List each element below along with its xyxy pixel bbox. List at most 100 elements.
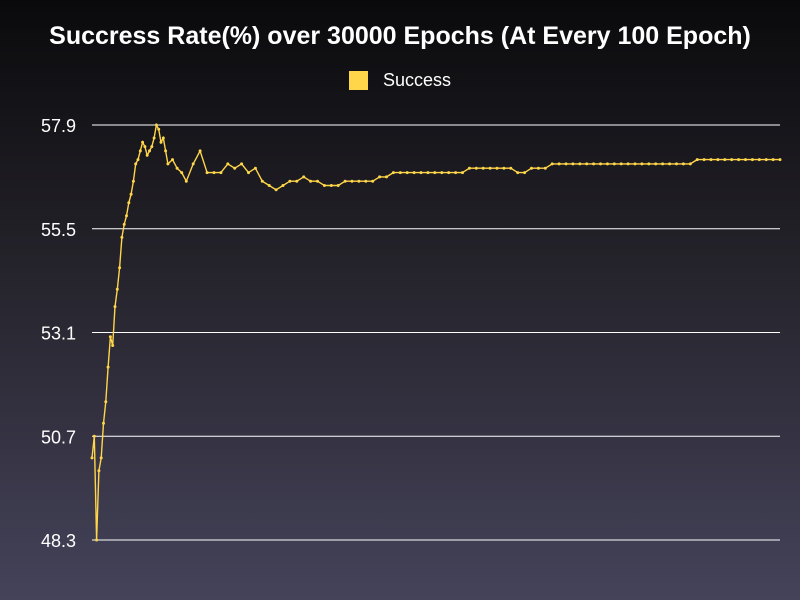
data-point xyxy=(474,166,478,170)
legend: Success xyxy=(0,70,800,91)
data-point xyxy=(523,171,527,175)
grid xyxy=(92,124,780,541)
data-point xyxy=(426,171,430,175)
data-point xyxy=(281,184,285,187)
data-point xyxy=(90,456,94,460)
data-point xyxy=(433,171,437,175)
data-point xyxy=(219,171,223,175)
data-point xyxy=(730,158,734,162)
data-point xyxy=(668,162,672,166)
data-point xyxy=(95,538,99,542)
data-point xyxy=(198,149,202,153)
data-point xyxy=(654,162,658,166)
data-point xyxy=(681,162,685,166)
data-point xyxy=(247,171,250,175)
data-point xyxy=(336,184,340,187)
data-point xyxy=(419,171,423,175)
data-point xyxy=(502,166,506,170)
data-point xyxy=(364,179,368,183)
data-point xyxy=(675,162,678,166)
data-point xyxy=(750,158,754,162)
legend-swatch xyxy=(348,71,368,90)
data-point xyxy=(115,287,119,291)
data-point xyxy=(461,171,464,175)
data-point xyxy=(516,171,520,175)
data-point xyxy=(585,162,589,166)
data-point xyxy=(564,162,568,166)
data-point xyxy=(134,162,138,166)
y-tick-label-2: 53.1 xyxy=(41,324,76,344)
data-point xyxy=(378,175,382,179)
series-line-success xyxy=(91,122,780,541)
data-point xyxy=(159,140,163,144)
data-point xyxy=(633,162,637,166)
data-point xyxy=(661,162,665,166)
y-tick-label-1: 55.5 xyxy=(41,220,76,240)
data-point xyxy=(138,149,142,153)
data-point xyxy=(571,162,575,166)
data-point xyxy=(447,171,451,175)
data-point xyxy=(771,158,775,162)
chart-title: Succress Rate(%) over 30000 Epochs (At E… xyxy=(49,22,751,50)
data-point xyxy=(702,158,706,162)
data-point xyxy=(316,179,319,183)
data-point xyxy=(97,469,101,473)
data-point xyxy=(488,166,492,170)
data-point xyxy=(127,201,131,205)
data-point xyxy=(385,175,388,179)
series-success xyxy=(90,122,782,542)
data-point xyxy=(757,158,761,162)
data-point xyxy=(205,171,209,175)
data-point xyxy=(371,179,375,183)
data-point xyxy=(274,188,278,192)
data-point xyxy=(171,158,174,162)
data-point xyxy=(329,184,333,187)
data-point xyxy=(481,166,485,170)
data-point xyxy=(288,179,292,183)
data-point xyxy=(125,214,128,218)
data-point xyxy=(99,456,103,460)
data-point xyxy=(253,166,257,170)
data-point xyxy=(184,179,188,183)
data-point xyxy=(723,158,727,162)
data-point xyxy=(295,179,299,183)
data-point xyxy=(688,162,692,166)
data-point xyxy=(108,335,112,339)
y-tick-label-4: 48.3 xyxy=(41,531,76,551)
data-point xyxy=(716,158,720,162)
data-point xyxy=(778,158,782,162)
data-point xyxy=(240,162,244,166)
data-point xyxy=(111,344,115,347)
data-point xyxy=(180,171,184,175)
data-point xyxy=(226,162,230,166)
data-point xyxy=(131,179,135,183)
data-point xyxy=(467,166,471,170)
data-point xyxy=(92,434,96,438)
data-point xyxy=(605,162,609,166)
data-point xyxy=(391,171,395,175)
data-point xyxy=(357,179,361,183)
data-point xyxy=(302,175,306,179)
y-tick-label-0: 57.9 xyxy=(41,116,76,136)
data-point xyxy=(118,266,122,270)
data-point xyxy=(737,158,741,162)
data-point xyxy=(145,153,149,157)
data-point xyxy=(322,184,326,187)
data-point xyxy=(599,162,602,166)
data-point xyxy=(543,166,547,170)
data-point xyxy=(764,158,768,162)
data-point xyxy=(191,162,195,166)
data-point xyxy=(744,158,747,162)
data-point xyxy=(152,136,156,140)
data-point xyxy=(440,171,444,175)
data-point xyxy=(233,166,237,170)
data-point xyxy=(398,171,402,175)
data-point xyxy=(267,184,271,187)
data-point xyxy=(343,179,347,183)
data-point xyxy=(412,171,416,175)
data-point xyxy=(647,162,651,166)
data-point xyxy=(148,149,151,153)
data-point xyxy=(550,162,554,166)
data-point xyxy=(309,179,313,183)
data-point xyxy=(113,305,117,309)
